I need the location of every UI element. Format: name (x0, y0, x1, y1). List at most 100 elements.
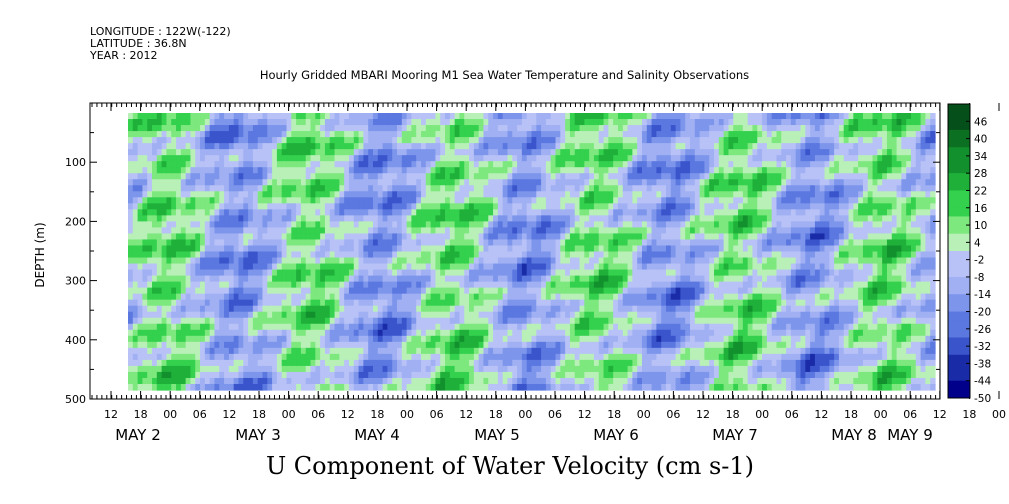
x-hour-label: 06 (785, 408, 799, 421)
heatmap-field (128, 113, 936, 391)
colorbar-swatch (948, 337, 970, 347)
y-tick-label: 500 (65, 393, 86, 406)
colorbar-swatch (948, 129, 970, 139)
colorbar-swatch (948, 354, 970, 364)
colorbar-swatch (948, 147, 970, 157)
colorbar-label: -2 (974, 255, 984, 267)
colorbar-label: 40 (974, 134, 987, 146)
chart-title: Hourly Gridded MBARI Mooring M1 Sea Wate… (259, 68, 750, 82)
colorbar-swatch (948, 294, 970, 304)
x-hour-label: 12 (578, 408, 592, 421)
x-hour-label: 06 (548, 408, 562, 421)
y-tick-label: 100 (65, 156, 86, 169)
colorbar-swatch (948, 181, 970, 191)
colorbar-label: 22 (974, 185, 987, 197)
colorbar-label: -8 (974, 272, 984, 284)
colorbar-label: -20 (974, 307, 991, 319)
colorbar-swatch (948, 346, 970, 356)
colorbar-swatch (948, 104, 970, 114)
colorbar-swatch (948, 285, 970, 295)
x-hour-label: 00 (163, 408, 177, 421)
variable-title: U Component of Water Velocity (cm s-1) (265, 452, 755, 480)
x-hour-label: 12 (104, 408, 118, 421)
colorbar-swatch (948, 302, 970, 312)
x-hour-label: 12 (696, 408, 710, 421)
y-tick-label: 400 (65, 334, 86, 347)
x-day-label: MAY 4 (354, 426, 400, 444)
x-hour-label: 18 (489, 408, 503, 421)
colorbar-swatch (948, 199, 970, 209)
x-hour-label: 00 (637, 408, 651, 421)
x-hour-label: 06 (666, 408, 680, 421)
x-hour-label: 12 (933, 408, 947, 421)
colorbar-swatch (948, 276, 970, 286)
colorbar-label: -38 (974, 358, 991, 370)
colorbar-label: -32 (974, 341, 991, 353)
x-axis-ticks: 12 18 00 06 12 18 00 06 12 18 00 06 12 18 00 06 12 18 00 06… (91, 103, 1006, 444)
x-hour-label: 18 (607, 408, 621, 421)
x-hour-label: 18 (726, 408, 740, 421)
colorbar-swatch (948, 207, 970, 217)
x-hour-label: 18 (134, 408, 148, 421)
y-axis-label: DEPTH (m) (33, 222, 47, 287)
x-day-label: MAY 5 (474, 426, 520, 444)
x-hour-label: 06 (903, 408, 917, 421)
x-hour-label: 00 (282, 408, 296, 421)
year-label: YEAR : 2012 (90, 49, 158, 62)
colorbar-label: -26 (974, 324, 991, 336)
colorbar-swatch (948, 173, 970, 183)
x-day-label: MAY 8 (831, 426, 877, 444)
colorbar-swatch (948, 190, 970, 200)
colorbar-swatch (948, 225, 970, 235)
x-hour-label: 06 (311, 408, 325, 421)
colorbar-swatch (948, 216, 970, 226)
colorbar-label: 28 (974, 168, 987, 180)
colorbar-swatch (948, 389, 970, 399)
colorbar-swatch (948, 242, 970, 252)
colorbar-swatch (948, 251, 970, 261)
colorbar-label: 10 (974, 220, 987, 232)
x-hour-label: 18 (252, 408, 266, 421)
colorbar-label: -50 (974, 393, 991, 405)
colorbar-swatch (948, 155, 970, 165)
colorbar: 46 40 34 28 22 16 10 4 -2 -8 -14 -20 -26 -32 -38 -44 -50 (947, 103, 991, 405)
colorbar-label: 4 (974, 237, 981, 249)
latitude-label: LATITUDE : 36.8N (90, 37, 187, 50)
colorbar-label: -44 (974, 376, 991, 388)
colorbar-swatch (948, 233, 970, 243)
x-hour-label: 00 (874, 408, 888, 421)
x-day-label: MAY 3 (235, 426, 281, 444)
x-hour-label: 18 (844, 408, 858, 421)
x-hour-label: 00 (400, 408, 414, 421)
colorbar-swatch (948, 320, 970, 330)
colorbar-label: 34 (974, 151, 988, 163)
x-day-label: MAY 9 (887, 426, 933, 444)
colorbar-swatch (948, 268, 970, 278)
x-hour-label: 12 (341, 408, 355, 421)
x-hour-label: 12 (814, 408, 828, 421)
colorbar-swatch (948, 138, 970, 148)
colorbar-swatch (948, 311, 970, 321)
x-hour-label: 06 (193, 408, 207, 421)
x-hour-label: 18 (962, 408, 976, 421)
x-day-label: MAY 2 (115, 426, 161, 444)
colorbar-swatch (948, 259, 970, 269)
x-day-label: MAY 7 (712, 426, 758, 444)
plot-axes: 100 200 300 400 500 (65, 102, 941, 406)
x-hour-label: 12 (222, 408, 236, 421)
x-hour-label: 00 (518, 408, 532, 421)
colorbar-label: 46 (974, 116, 988, 128)
x-hour-label: 00 (992, 408, 1006, 421)
colorbar-swatch (948, 112, 970, 122)
y-tick-label: 200 (65, 215, 86, 228)
longitude-label: LONGITUDE : 122W(-122) (90, 25, 231, 38)
x-day-label: MAY 6 (593, 426, 639, 444)
colorbar-swatch (948, 380, 970, 390)
colorbar-label: 16 (974, 203, 988, 215)
x-hour-label: 06 (430, 408, 444, 421)
colorbar-label: -14 (974, 289, 991, 301)
colorbar-swatch (948, 121, 970, 131)
colorbar-swatch (948, 372, 970, 382)
x-hour-label: 12 (459, 408, 473, 421)
